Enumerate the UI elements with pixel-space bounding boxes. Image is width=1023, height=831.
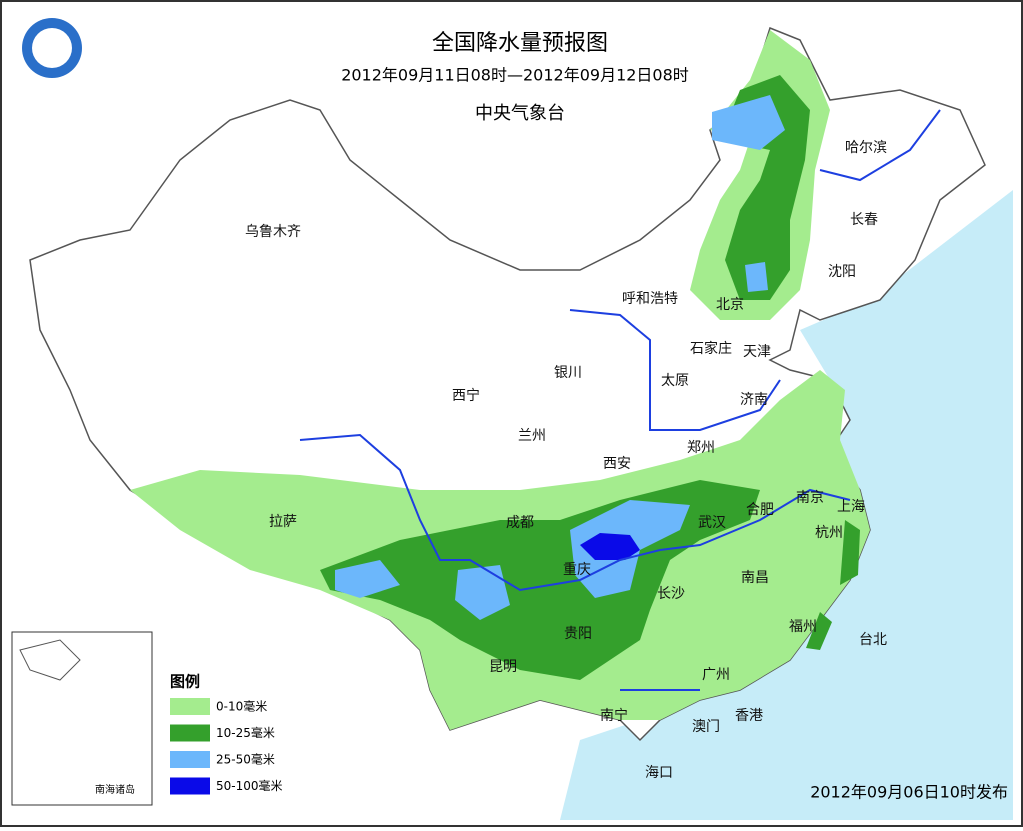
city-label: 济南 xyxy=(740,392,768,408)
city-label: 广州 xyxy=(702,667,730,683)
city-label: 兰州 xyxy=(518,428,546,444)
city-label: 西宁 xyxy=(452,387,480,404)
city-label: 拉萨 xyxy=(269,514,297,530)
city-label: 成都 xyxy=(506,515,534,531)
city-label: 南昌 xyxy=(741,570,769,586)
issuer: 中央气象台 xyxy=(475,103,565,124)
legend-label: 50-100毫米 xyxy=(216,778,283,793)
city-label: 海口 xyxy=(645,765,673,781)
moderate-rain-zone xyxy=(806,520,860,650)
city-label: 长春 xyxy=(850,212,878,228)
city-label: 南宁 xyxy=(600,707,628,724)
city-label: 天津 xyxy=(743,344,771,360)
city-label: 南京 xyxy=(796,490,824,506)
legend-label: 25-50毫米 xyxy=(216,752,275,767)
sea xyxy=(560,190,1013,820)
city-label: 合肥 xyxy=(746,502,774,518)
legend-title: 图例 xyxy=(170,673,200,691)
legend-swatch xyxy=(170,698,210,715)
title: 全国降水量预报图 xyxy=(432,31,608,56)
city-label: 福州 xyxy=(789,619,817,635)
city-labels: 乌鲁木齐 哈尔滨长春沈阳呼和浩特 北京石家庄 天津银川太原西宁 济南兰州郑州西安拉萨 成都… xyxy=(245,140,887,781)
legend-swatch xyxy=(170,751,210,768)
city-label: 杭州 xyxy=(815,525,843,541)
city-label: 郑州 xyxy=(687,440,715,456)
city-label: 银川 xyxy=(554,365,582,381)
city-label: 上海 xyxy=(837,499,865,515)
city-label: 西安 xyxy=(603,456,631,472)
city-label: 武汉 xyxy=(698,515,726,531)
city-label: 太原 xyxy=(661,373,689,389)
city-label: 石家庄 xyxy=(690,340,732,357)
city-label: 贵阳 xyxy=(564,626,592,642)
city-label: 重庆 xyxy=(563,562,591,578)
heavy-rain-zone xyxy=(335,95,785,620)
legend-label: 10-25毫米 xyxy=(216,725,275,740)
city-label: 台北 xyxy=(859,632,887,648)
legend-swatch xyxy=(170,777,210,795)
very-heavy-rain-zone xyxy=(580,533,640,560)
issued-date: 2012年09月06日10时发布 xyxy=(810,783,1008,802)
city-label: 昆明 xyxy=(489,659,517,675)
period: 2012年09月11日08时—2012年09月12日08时 xyxy=(341,66,689,85)
city-label: 香港 xyxy=(735,708,763,724)
city-label: 北京 xyxy=(716,297,744,313)
city-label: 澳门 xyxy=(692,719,720,735)
legend-label: 0-10毫米 xyxy=(216,699,267,714)
city-label: 乌鲁木齐 xyxy=(245,224,301,240)
inset-label: 南海诸岛 xyxy=(95,783,135,796)
logo xyxy=(32,28,72,68)
city-label: 哈尔滨 xyxy=(845,140,887,156)
city-label: 沈阳 xyxy=(828,264,856,280)
river xyxy=(299,109,941,691)
inset-land xyxy=(19,639,81,681)
city-label: 长沙 xyxy=(657,586,685,602)
legend-swatch xyxy=(170,724,210,742)
city-label: 呼和浩特 xyxy=(622,291,678,307)
legend: 0-10毫米 10-25毫米 25-50毫米 50-100毫米 xyxy=(170,698,283,795)
